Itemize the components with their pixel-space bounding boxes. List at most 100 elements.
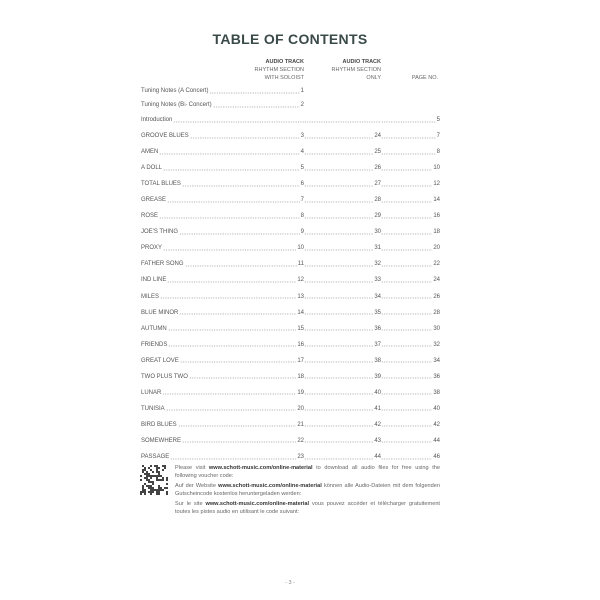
- toc-row[interactable]: BIRD BLUES 21 42 42: [141, 421, 440, 429]
- voucher-url-link[interactable]: www.schott-music.com/online-material: [208, 465, 313, 471]
- qr-module: [152, 489, 154, 491]
- toc-column-page: 30: [381, 325, 440, 333]
- toc-row[interactable]: AUTUMN 15 36 30: [141, 325, 440, 333]
- toc-row[interactable]: TUNISIA 20 41 40: [141, 405, 440, 413]
- toc-row[interactable]: SOMEWHERE 22 43 44: [141, 437, 440, 445]
- qr-module: [144, 493, 146, 495]
- toc-column-page: 7: [381, 132, 440, 140]
- qr-module: [144, 483, 146, 485]
- qr-module: [158, 473, 160, 475]
- toc-title: MILES: [141, 293, 160, 300]
- voucher-de: Auf der Website www.schott-music.com/onl…: [175, 483, 440, 498]
- toc-title: Introduction: [141, 117, 173, 123]
- toc-row[interactable]: ROSE 8 29 16: [141, 212, 440, 220]
- toc-row[interactable]: TOTAL BLUES 6 27 12: [141, 180, 440, 188]
- toc-column-page: 40: [381, 405, 440, 413]
- toc-title: Tuning Notes (B♭ Concert): [141, 102, 212, 108]
- voucher-en-post: to download all audio files for free usi…: [175, 465, 440, 479]
- dot-leader: [381, 361, 433, 364]
- header-rhythm-title: AUDIO TRACK: [342, 59, 382, 65]
- toc-column-soloist: LUNAR 19: [141, 389, 304, 397]
- toc-page-number: 26: [433, 293, 440, 300]
- dot-leader: [212, 105, 300, 108]
- qr-module: [158, 491, 160, 493]
- qr-module: [148, 481, 150, 483]
- dot-leader: [304, 441, 374, 444]
- toc-column-rhythm: 32: [304, 260, 381, 268]
- dot-leader: [179, 361, 297, 364]
- toc-column-rhythm: 30: [304, 228, 381, 236]
- toc-column-soloist: TWO PLUS TWO 18: [141, 373, 304, 381]
- qr-module: [150, 475, 152, 477]
- toc-row[interactable]: AMEN 4 25 8: [141, 148, 440, 156]
- toc-column-rhythm: 33: [304, 276, 381, 284]
- voucher-url-link[interactable]: www.schott-music.com/online-material: [218, 483, 322, 489]
- qr-module: [158, 475, 160, 477]
- dot-leader: [304, 248, 374, 251]
- qr-module: [162, 469, 164, 471]
- toc-page-number: 34: [433, 357, 440, 364]
- toc-column-page: 34: [381, 357, 440, 365]
- qr-module: [148, 479, 150, 481]
- dot-leader: [304, 280, 374, 283]
- header-rhythm-line3: ONLY: [366, 75, 381, 81]
- toc-title: TOTAL BLUES: [141, 181, 181, 188]
- toc-column-page: 22: [381, 260, 440, 268]
- toc-row[interactable]: GREAT LOVE 17 38 34: [141, 357, 440, 365]
- dot-leader: [159, 216, 300, 219]
- toc-row[interactable]: FRIENDS 16 37 32: [141, 341, 440, 349]
- toc-row[interactable]: FATHER SONG 11 32 22: [141, 260, 440, 268]
- dot-leader: [381, 329, 433, 332]
- toc-rhythm-number: 24: [374, 133, 381, 139]
- dot-leader: [304, 200, 374, 203]
- header-soloist-title: AUDIO TRACK: [265, 59, 305, 65]
- qr-module: [166, 487, 168, 489]
- toc-row[interactable]: MILES 13 34 26: [141, 293, 440, 301]
- qr-module: [140, 493, 142, 495]
- toc-column-soloist: AUTUMN 15: [141, 325, 304, 333]
- toc-page-number: 18: [433, 229, 440, 236]
- toc-title: TWO PLUS TWO: [141, 373, 188, 380]
- dot-leader: [304, 120, 381, 123]
- dot-leader: [304, 168, 374, 171]
- toc-row[interactable]: A DOLL 5 26 10: [141, 164, 440, 172]
- toc-row[interactable]: PASSAGE 23 44 46: [141, 453, 440, 461]
- toc-page-number: 8: [436, 149, 440, 156]
- dot-leader: [381, 232, 433, 235]
- toc-soloist-number: 20: [297, 405, 304, 412]
- toc-soloist-number: 12: [297, 277, 304, 284]
- toc-column-soloist: AMEN 4: [141, 148, 304, 156]
- toc-column-page: 18: [381, 228, 440, 236]
- toc-column-soloist: MILES 13: [141, 293, 304, 301]
- toc-row[interactable]: BLUE MINOR 14 35 28: [141, 309, 440, 317]
- dot-leader: [189, 136, 300, 139]
- toc-row[interactable]: Introduction 5: [141, 116, 440, 124]
- toc-row[interactable]: PROXY 10 31 20: [141, 244, 440, 252]
- toc-row[interactable]: GROOVE BLUES 3 24 7: [141, 132, 440, 140]
- dot-leader: [304, 377, 374, 380]
- toc-row[interactable]: Tuning Notes (B♭ Concert) 2: [141, 101, 440, 109]
- toc-row[interactable]: IND LINE 12 33 24: [141, 276, 440, 284]
- dot-leader: [304, 425, 374, 428]
- toc-title: FATHER SONG: [141, 261, 184, 268]
- toc-column-page: 16: [381, 212, 440, 220]
- toc-title: IND LINE: [141, 277, 167, 284]
- dot-leader: [304, 345, 374, 348]
- toc-row[interactable]: TWO PLUS TWO 18 39 36: [141, 373, 440, 381]
- toc-row[interactable]: LUNAR 19 40 38: [141, 389, 440, 397]
- header-rhythm-line2: RHYTHM SECTION: [331, 67, 382, 73]
- voucher-de-post: können alle Audio-Dateien mit dem folgen…: [175, 483, 441, 497]
- toc-row[interactable]: GREASE 7 28 14: [141, 196, 440, 204]
- toc-title: FRIENDS: [141, 341, 168, 348]
- dot-leader: [381, 216, 433, 219]
- toc-row[interactable]: JOE'S THING 9 30 18: [141, 228, 440, 236]
- toc-column-soloist: SOMEWHERE 22: [141, 437, 304, 445]
- toc-soloist-number: 22: [297, 437, 304, 444]
- qr-module: [156, 477, 158, 479]
- voucher-url-link[interactable]: www.schott-music.com/online-material: [205, 501, 310, 507]
- dot-leader: [181, 184, 300, 187]
- toc-row[interactable]: Tuning Notes (A Concert) 1: [141, 87, 440, 95]
- toc-soloist-number: 23: [297, 454, 304, 460]
- toc-column-rhythm: 41: [304, 405, 381, 413]
- toc-page-number: 22: [433, 261, 440, 268]
